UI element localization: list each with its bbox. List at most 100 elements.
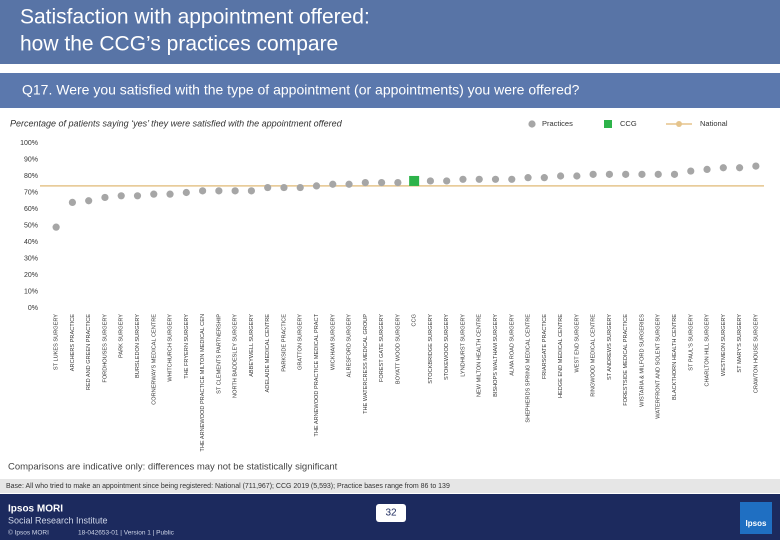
- x-tick-label: CRAWTON HOUSE SURGERY: [753, 314, 759, 393]
- legend-swatch: [528, 120, 536, 128]
- note: Comparisons are indicative only: differe…: [8, 462, 338, 473]
- practice-dot: [182, 188, 190, 197]
- x-tick-label: HEDGE END MEDICAL CENTRE: [558, 314, 564, 398]
- practice-dot: [361, 179, 369, 187]
- base-note: Base: All who tried to make an appointme…: [6, 483, 450, 490]
- practice-dot: [703, 165, 711, 173]
- x-tick-label: ABBEYWELL SURGERY: [249, 314, 255, 377]
- x-tick-label: ST MARY'S SURGERY: [737, 314, 743, 373]
- practice-dot: [605, 170, 614, 178]
- x-tick-label: ST PAUL'S SURGERY: [688, 314, 694, 371]
- logo-text: Ipsos: [746, 519, 767, 528]
- x-tick-label: WISTARIA & MILFORD SURGERIES: [639, 314, 645, 407]
- x-tick-label: STOCKBRIDGE SURGERY: [428, 314, 434, 384]
- logo: [740, 502, 772, 534]
- title-line: how the CCG’s practices compare: [20, 33, 338, 56]
- x-tick-label: ARCHERS PRACTICE: [70, 314, 76, 371]
- practice-dot: [329, 180, 337, 188]
- practice-dot: [198, 187, 207, 195]
- x-tick-label: CHARLTON HILL SURGERY: [705, 314, 711, 387]
- practice-dot: [394, 179, 402, 187]
- practice-dot: [296, 183, 304, 192]
- title-line: Satisfaction with appointment offered:: [20, 6, 370, 29]
- x-tick-label: BURSLEDON SURGERY: [135, 314, 141, 378]
- practice-dot: [264, 183, 272, 192]
- y-tick-label: 100%: [20, 140, 38, 147]
- x-tick-label: RINGWOOD MEDICAL CENTRE: [591, 314, 597, 397]
- legend-label: Practices: [542, 119, 573, 128]
- practice-dot: [638, 170, 646, 178]
- chart-subtitle: Percentage of patients saying ‘yes’ they…: [10, 118, 343, 128]
- x-tick-label: NEW MILTON HEALTH CENTRE: [477, 314, 483, 397]
- page-number: 32: [385, 508, 397, 519]
- practice-dot: [133, 192, 142, 200]
- x-tick-label: BISHOPS WALTHAM SURGERY: [493, 314, 499, 397]
- x-tick-label: ST ANDREWS SURGERY: [607, 314, 613, 380]
- practice-dot: [280, 183, 288, 192]
- y-tick-label: 40%: [24, 239, 38, 246]
- practice-dot: [166, 190, 174, 198]
- header-band: [0, 0, 780, 64]
- practice-dot: [524, 174, 532, 182]
- practice-dot: [150, 190, 158, 198]
- practice-dot: [735, 164, 744, 172]
- x-tick-label: THE WATERCRESS MEDICAL GROUP: [363, 314, 369, 414]
- practice-dot: [719, 164, 727, 172]
- x-tick-label: BLACKTHORN HEALTH CENTRE: [672, 314, 678, 400]
- page-number-box: [376, 504, 406, 522]
- practice-dot: [622, 170, 630, 178]
- practice-dot: [670, 170, 679, 178]
- legend-swatch: [604, 120, 612, 128]
- practice-dot: [117, 192, 125, 200]
- practice-dot: [101, 193, 109, 202]
- footer-institute: Social Research Institute: [8, 515, 108, 525]
- practice-dot: [654, 170, 662, 178]
- practice-dot: [345, 180, 353, 188]
- legend-label: National: [700, 119, 728, 128]
- practice-dot: [443, 177, 451, 185]
- x-tick-label: ST LUKES SURGERY: [54, 314, 60, 370]
- practice-dot: [687, 167, 695, 175]
- practice-dot: [215, 187, 223, 195]
- x-tick-label: THE ARNEWOOD PRACTICE MEDICAL PRACT: [314, 313, 320, 436]
- y-tick-label: 70%: [24, 189, 38, 196]
- x-tick-label: WHITCHURCH SURGERY: [168, 314, 174, 382]
- practice-dot: [508, 175, 516, 183]
- practice-dot: [312, 182, 321, 190]
- x-tick-label: RED AND GREEN PRACTICE: [86, 314, 92, 390]
- legend-label: CCG: [620, 119, 637, 128]
- x-tick-label: PARK SURGERY: [119, 314, 125, 358]
- x-tick-label: LYNDHURST SURGERY: [460, 314, 466, 377]
- x-tick-label: CCG: [412, 314, 418, 326]
- x-tick-label: CORNERWAYS MEDICAL CENTRE: [151, 314, 157, 405]
- practice-dot: [459, 175, 467, 183]
- y-tick-label: 10%: [24, 288, 38, 295]
- x-tick-label: SHEPHERDS SPRING MEDICAL CENTRE: [526, 314, 532, 423]
- practice-dot: [377, 179, 386, 187]
- x-tick-label: ADELAIDE MEDICAL CENTRE: [265, 314, 271, 393]
- question-band: [0, 73, 780, 108]
- x-tick-label: FORESTSIDE MEDICAL PRACTICE: [623, 314, 629, 406]
- x-tick-label: FORDHOUSES SURGERY: [102, 314, 108, 383]
- question: Q17. Were you satisfied with the type of…: [22, 82, 580, 98]
- y-tick-label: 30%: [24, 255, 38, 262]
- x-tick-label: BOYATT WOOD SURGERY: [395, 314, 401, 384]
- y-tick-label: 0%: [28, 305, 38, 312]
- x-tick-label: NORTH BADDESLEY SURGERY: [233, 314, 239, 398]
- x-tick-label: WICKHAM SURGERY: [330, 314, 336, 370]
- practice-dot: [573, 172, 581, 180]
- x-tick-label: WESTMEON SURGERY: [721, 314, 727, 376]
- practice-dot: [475, 175, 483, 183]
- footer-brand: Ipsos MORI: [8, 504, 63, 515]
- x-tick-label: PARKSIDE PRACTICE: [281, 314, 287, 372]
- base-band: [0, 479, 780, 493]
- practice-dot: [85, 197, 93, 205]
- footer-reference: 18-042653-01 | Version 1 | Public: [78, 530, 175, 537]
- practice-dot: [247, 187, 256, 195]
- x-tick-label: THE FRYERN SURGERY: [184, 314, 190, 379]
- practice-dot: [540, 174, 548, 182]
- x-tick-label: WEST END SURGERY: [574, 314, 580, 373]
- y-tick-label: 90%: [24, 156, 38, 163]
- practice-dot: [52, 223, 60, 231]
- y-tick-label: 20%: [24, 272, 38, 279]
